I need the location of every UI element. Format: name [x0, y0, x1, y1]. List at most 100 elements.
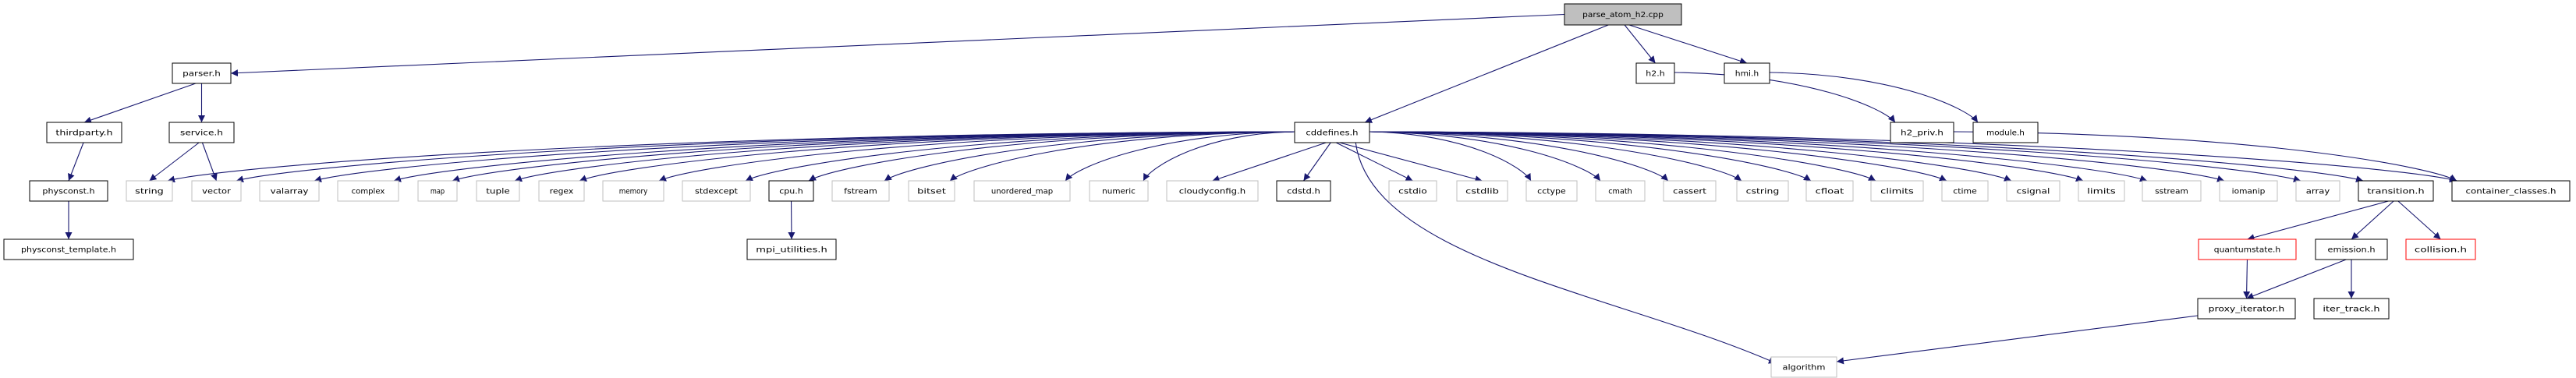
- node-box: [1388, 180, 1437, 202]
- edge-cddefines-to-ctime: [1369, 131, 1947, 182]
- node-label: map: [431, 188, 445, 196]
- node-cstdio: cstdio: [1388, 180, 1437, 202]
- edge-cddefines-to-cctype: [1369, 131, 1532, 182]
- node-label: physconst.h: [42, 188, 94, 196]
- node-cpu[interactable]: cpu.h: [768, 180, 814, 202]
- node-box: [2315, 238, 2388, 260]
- node-box: [1525, 180, 1578, 202]
- node-box: [1166, 180, 1259, 202]
- edge-hmi-to-module: [1769, 72, 1979, 123]
- node-physconst[interactable]: physconst.h: [29, 180, 108, 202]
- edge-cddefines-to-vector: [236, 131, 1295, 183]
- edge-thirdparty-to-physconst: [68, 142, 84, 182]
- node-thirdparty[interactable]: thirdparty.h: [46, 122, 122, 143]
- node-label: parse_atom_h2.cpp: [1582, 11, 1664, 19]
- edge-cddefines-to-cstring: [1369, 131, 1742, 182]
- node-label: memory: [619, 188, 648, 196]
- node-box: [2358, 180, 2434, 202]
- node-module[interactable]: module.h: [1972, 122, 2039, 143]
- node-limits: limits: [2078, 180, 2125, 202]
- node-box: [1564, 3, 1682, 26]
- node-stdexcept: stdexcept: [682, 180, 751, 202]
- node-collision[interactable]: collision.h: [2405, 238, 2476, 260]
- node-iter-track[interactable]: iter_track.h: [2313, 298, 2390, 320]
- node-proxy-iterator[interactable]: proxy_iterator.h: [2197, 298, 2296, 320]
- node-box: [2197, 298, 2296, 320]
- node-valarray: valarray: [259, 180, 320, 202]
- node-physconst-template[interactable]: physconst_template.h: [3, 238, 134, 260]
- node-label: cassert: [1673, 188, 1706, 196]
- node-label: cfloat: [1816, 188, 1844, 196]
- edge-parse_atom_h2-to-parser: [230, 13, 1565, 77]
- edge-cddefines-to-sstream: [1369, 131, 2148, 182]
- edge-parse_atom_h2-to-cddefines: [1364, 24, 1609, 123]
- node-label: bitset: [917, 188, 946, 196]
- node-box: [1595, 180, 1646, 202]
- node-box: [746, 238, 837, 260]
- node-label: module.h: [1986, 129, 2025, 138]
- edge-cddefines-to-csignal: [1369, 131, 2012, 182]
- node-emission[interactable]: emission.h: [2315, 238, 2388, 260]
- node-box: [2405, 238, 2476, 260]
- node-box: [1941, 180, 1989, 202]
- node-transition[interactable]: transition.h: [2358, 180, 2434, 202]
- node-mpi-utilities[interactable]: mpi_utilities.h: [746, 238, 837, 260]
- node-label: h2_priv.h: [1901, 129, 1944, 138]
- node-cstdlib: cstdlib: [1456, 180, 1508, 202]
- node-box: [191, 180, 242, 202]
- node-quantumstate[interactable]: quantumstate.h: [2198, 238, 2297, 260]
- node-box: [2078, 180, 2125, 202]
- node-container-classes[interactable]: container_classes.h: [2451, 180, 2571, 202]
- node-numeric: numeric: [1089, 180, 1149, 202]
- node-memory: memory: [602, 180, 664, 202]
- edge-cddefines-to-transition: [1369, 131, 2364, 182]
- node-cddefines[interactable]: cddefines.h: [1294, 122, 1370, 143]
- node-service[interactable]: service.h: [168, 122, 235, 143]
- node-bitset: bitset: [908, 180, 955, 202]
- node-label: hmi.h: [1735, 70, 1759, 79]
- node-tuple: tuple: [476, 180, 520, 202]
- edge-cddefines-to-regex: [579, 131, 1295, 182]
- edge-service-to-vector: [201, 142, 218, 182]
- edge-cddefines-to-numeric: [1143, 131, 1295, 182]
- node-h2[interactable]: h2.h: [1635, 62, 1675, 84]
- edge-cddefines-to-limits: [1369, 131, 2084, 182]
- node-ctime: ctime: [1941, 180, 1989, 202]
- edge-cddefines-to-container_classes: [1369, 131, 2457, 183]
- node-label: fstream: [844, 188, 877, 196]
- edges: [65, 13, 2457, 365]
- node-label: cstring: [1746, 188, 1780, 196]
- node-label: cctype: [1537, 188, 1566, 196]
- edge-transition-to-quantumstate: [2247, 200, 2389, 241]
- node-label: cddefines.h: [1306, 129, 1358, 138]
- node-algorithm: algorithm: [1770, 356, 1837, 378]
- node-box: [29, 180, 108, 202]
- node-hmi[interactable]: hmi.h: [1724, 62, 1770, 84]
- node-parser[interactable]: parser.h: [172, 62, 232, 84]
- node-box: [768, 180, 814, 202]
- node-label: h2.h: [1646, 70, 1664, 79]
- node-box: [2006, 180, 2060, 202]
- node-cdstd[interactable]: cdstd.h: [1276, 180, 1331, 202]
- node-box: [1770, 356, 1837, 378]
- node-box: [1736, 180, 1789, 202]
- node-iomanip: iomanip: [2219, 180, 2278, 202]
- node-cctype: cctype: [1525, 180, 1578, 202]
- edge-cddefines-to-fstream: [884, 131, 1295, 182]
- node-label: proxy_iterator.h: [2209, 306, 2285, 314]
- edge-parse_atom_h2-to-hmi: [1628, 24, 1748, 65]
- node-cassert: cassert: [1663, 180, 1717, 202]
- node-box: [3, 238, 134, 260]
- node-label: sstream: [2155, 188, 2188, 196]
- edge-transition-to-emission: [2351, 200, 2394, 240]
- node-label: service.h: [180, 129, 223, 138]
- node-parse-atom-h2[interactable]: parse_atom_h2.cpp: [1564, 3, 1682, 26]
- node-box: [1635, 62, 1675, 84]
- node-label: iomanip: [2232, 188, 2266, 196]
- node-array: array: [2295, 180, 2340, 202]
- node-box: [2451, 180, 2571, 202]
- node-h2-priv[interactable]: h2_priv.h: [1890, 122, 1954, 143]
- node-label: emission.h: [2328, 246, 2376, 255]
- node-box: [1089, 180, 1149, 202]
- edge-cddefines-to-cloudyconfig: [1212, 142, 1327, 182]
